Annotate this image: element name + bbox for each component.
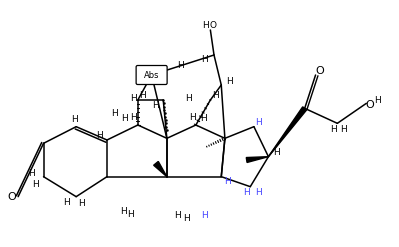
Text: O: O bbox=[315, 66, 324, 76]
Polygon shape bbox=[246, 157, 269, 163]
Text: H: H bbox=[212, 90, 219, 100]
Text: O: O bbox=[365, 100, 374, 110]
Text: H: H bbox=[127, 210, 134, 219]
Text: H: H bbox=[201, 210, 208, 220]
Text: H: H bbox=[226, 78, 233, 86]
Text: H: H bbox=[177, 61, 184, 69]
Text: H: H bbox=[184, 213, 190, 223]
Text: H: H bbox=[273, 148, 280, 157]
Polygon shape bbox=[269, 107, 307, 157]
Text: Abs: Abs bbox=[144, 70, 159, 80]
Text: H: H bbox=[130, 114, 137, 123]
Text: H: H bbox=[190, 114, 196, 123]
Text: H: H bbox=[174, 210, 181, 220]
Text: H: H bbox=[71, 115, 77, 124]
Text: H: H bbox=[185, 94, 192, 103]
Text: H: H bbox=[202, 21, 209, 30]
Text: H: H bbox=[255, 188, 262, 197]
Text: O: O bbox=[8, 192, 16, 202]
Text: H: H bbox=[63, 198, 69, 207]
Text: H: H bbox=[121, 114, 128, 123]
Text: H: H bbox=[224, 177, 231, 186]
Text: H: H bbox=[140, 90, 146, 100]
Text: H: H bbox=[96, 130, 103, 140]
Text: H: H bbox=[243, 188, 250, 197]
Text: H: H bbox=[201, 56, 207, 64]
Text: H: H bbox=[130, 94, 137, 103]
FancyBboxPatch shape bbox=[136, 65, 167, 84]
Text: H: H bbox=[340, 125, 347, 134]
Text: H: H bbox=[152, 101, 158, 109]
Text: H: H bbox=[111, 109, 118, 118]
Text: H: H bbox=[330, 125, 337, 134]
Text: H: H bbox=[374, 96, 381, 105]
Text: O: O bbox=[210, 21, 217, 30]
Text: H: H bbox=[78, 199, 85, 208]
Text: H: H bbox=[200, 114, 207, 123]
Polygon shape bbox=[154, 162, 167, 177]
Text: H: H bbox=[255, 118, 262, 127]
Text: H: H bbox=[120, 207, 127, 216]
Text: H: H bbox=[32, 180, 39, 189]
Text: H: H bbox=[28, 169, 35, 178]
